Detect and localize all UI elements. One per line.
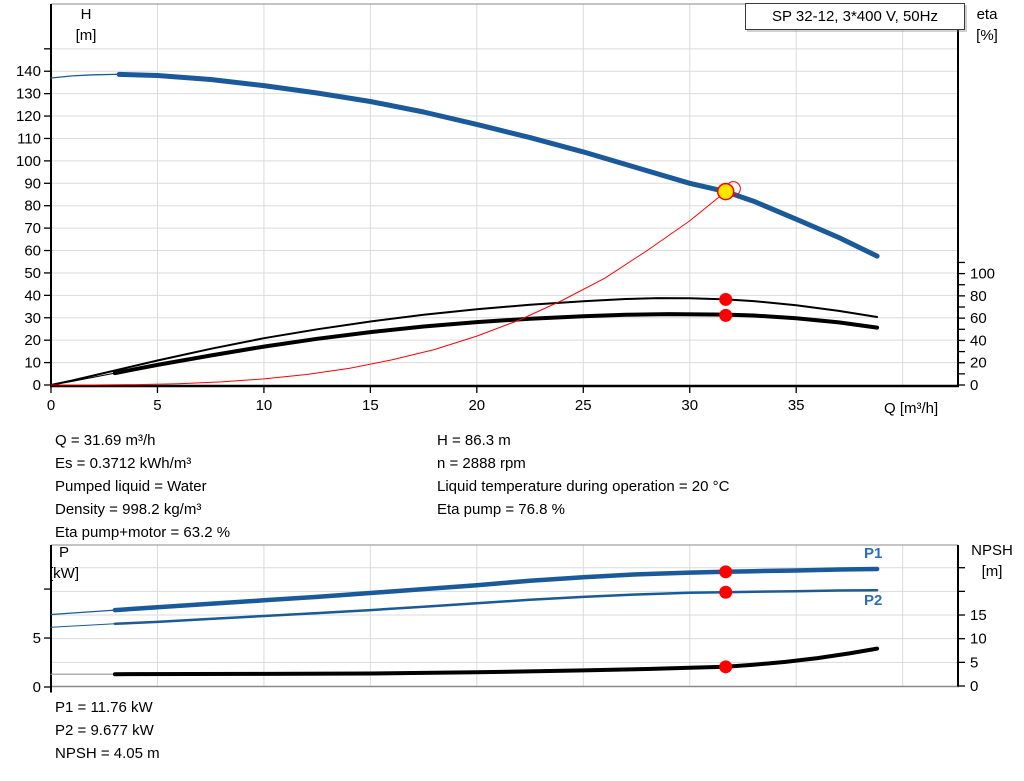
power-details: P1 = 11.76 kW P2 = 9.677 kW NPSH = 4.05 … <box>55 696 160 765</box>
svg-text:5: 5 <box>970 654 978 671</box>
h-axis-unit: [m] <box>75 27 97 44</box>
svg-text:20: 20 <box>468 397 485 414</box>
pump-title-box: SP 32-12, 3*400 V, 50Hz <box>745 3 965 30</box>
eta-axis-symbol: eta <box>976 6 998 23</box>
eta-axis-label: eta [%] <box>963 4 1011 46</box>
p-axis-unit: [kW] <box>49 565 79 582</box>
svg-text:100: 100 <box>16 153 41 170</box>
p1-curve <box>112 566 880 613</box>
lower-chart: 0 5 0 5 10 15 <box>33 544 987 696</box>
svg-text:0: 0 <box>970 377 978 394</box>
main-chart: 0 5 10 15 20 25 30 35 0 10 20 30 40 50 60 70 80 90 100 110 1… <box>16 3 995 414</box>
eta-pump-point <box>719 292 733 306</box>
p-axis-label: P [kW] <box>34 542 94 584</box>
svg-text:90: 90 <box>24 175 41 192</box>
detail-density: Density = 998.2 kg/m³ <box>55 501 202 518</box>
svg-text:50: 50 <box>24 265 41 282</box>
p2-curve-start <box>50 623 116 628</box>
q-axis-label: Q [m³/h] <box>884 400 939 417</box>
eta-pump-curve <box>50 297 879 386</box>
eta-total-point <box>719 308 733 322</box>
detail-n: n = 2888 rpm <box>437 455 526 472</box>
svg-text:5: 5 <box>153 397 161 414</box>
duty-point <box>716 182 735 201</box>
detail-h: H = 86.3 m <box>437 432 511 449</box>
svg-text:20: 20 <box>24 332 41 349</box>
p2-point <box>719 585 733 599</box>
svg-text:30: 30 <box>681 397 698 414</box>
duty-details-right: H = 86.3 m n = 2888 rpm Liquid temperatu… <box>437 429 729 521</box>
svg-text:60: 60 <box>970 310 987 327</box>
duty-details-left: Q = 31.69 m³/h Es = 0.3712 kWh/m³ Pumped… <box>55 429 230 544</box>
svg-text:10: 10 <box>24 355 41 372</box>
svg-text:120: 120 <box>16 108 41 125</box>
svg-text:80: 80 <box>970 288 987 305</box>
eta-total-curve-start <box>50 372 116 386</box>
npsh-curve <box>112 646 880 677</box>
detail-npsh: NPSH = 4.05 m <box>55 745 160 762</box>
svg-text:130: 130 <box>16 86 41 103</box>
detail-es: Es = 0.3712 kWh/m³ <box>55 455 192 472</box>
svg-text:15: 15 <box>970 607 987 624</box>
svg-text:5: 5 <box>33 630 41 647</box>
detail-p2: P2 = 9.677 kW <box>55 722 154 739</box>
detail-pumped-liquid: Pumped liquid = Water <box>55 478 207 495</box>
svg-text:25: 25 <box>575 397 592 414</box>
svg-text:110: 110 <box>17 130 41 147</box>
detail-eta-total: Eta pump+motor = 63.2 % <box>55 524 231 541</box>
svg-text:100: 100 <box>970 266 995 283</box>
p-axis-symbol: P <box>58 544 69 561</box>
p2-curve <box>113 588 879 626</box>
detail-q: Q = 31.69 m³/h <box>55 432 156 449</box>
svg-text:10: 10 <box>256 397 273 414</box>
svg-text:40: 40 <box>970 332 987 349</box>
h-axis-symbol: H <box>80 6 92 23</box>
system-curve <box>50 191 727 386</box>
detail-liquid-temp: Liquid temperature during operation = 20… <box>437 478 730 495</box>
svg-text:0: 0 <box>33 377 41 394</box>
npsh-axis-symbol: NPSH <box>971 542 1013 559</box>
p1-curve-label: P1 <box>864 545 883 562</box>
p2-curve-label: P2 <box>864 592 883 609</box>
detail-p1: P1 = 11.76 kW <box>55 699 153 716</box>
npsh-axis-unit: [m] <box>981 563 1003 580</box>
npsh-axis-label: NPSH [m] <box>960 540 1024 582</box>
svg-text:140: 140 <box>16 63 41 80</box>
p1-curve-start <box>50 609 116 616</box>
qh-curve <box>116 71 880 259</box>
npsh-point <box>719 660 733 674</box>
svg-text:0: 0 <box>47 397 55 414</box>
detail-eta-pump: Eta pump = 76.8 % <box>437 501 565 518</box>
svg-text:15: 15 <box>362 397 379 414</box>
svg-text:20: 20 <box>970 355 987 372</box>
svg-text:40: 40 <box>24 287 41 304</box>
h-axis-label: H [m] <box>60 4 112 46</box>
svg-text:80: 80 <box>24 198 41 215</box>
svg-text:0: 0 <box>33 679 41 696</box>
eta-axis-unit: [%] <box>976 27 998 44</box>
svg-text:60: 60 <box>24 243 41 260</box>
svg-text:70: 70 <box>24 220 41 237</box>
svg-text:0: 0 <box>970 678 978 695</box>
svg-text:35: 35 <box>788 397 805 414</box>
svg-text:30: 30 <box>24 310 41 327</box>
eta-total-curve <box>112 312 880 376</box>
p1-point <box>719 565 733 579</box>
svg-text:10: 10 <box>970 631 987 648</box>
